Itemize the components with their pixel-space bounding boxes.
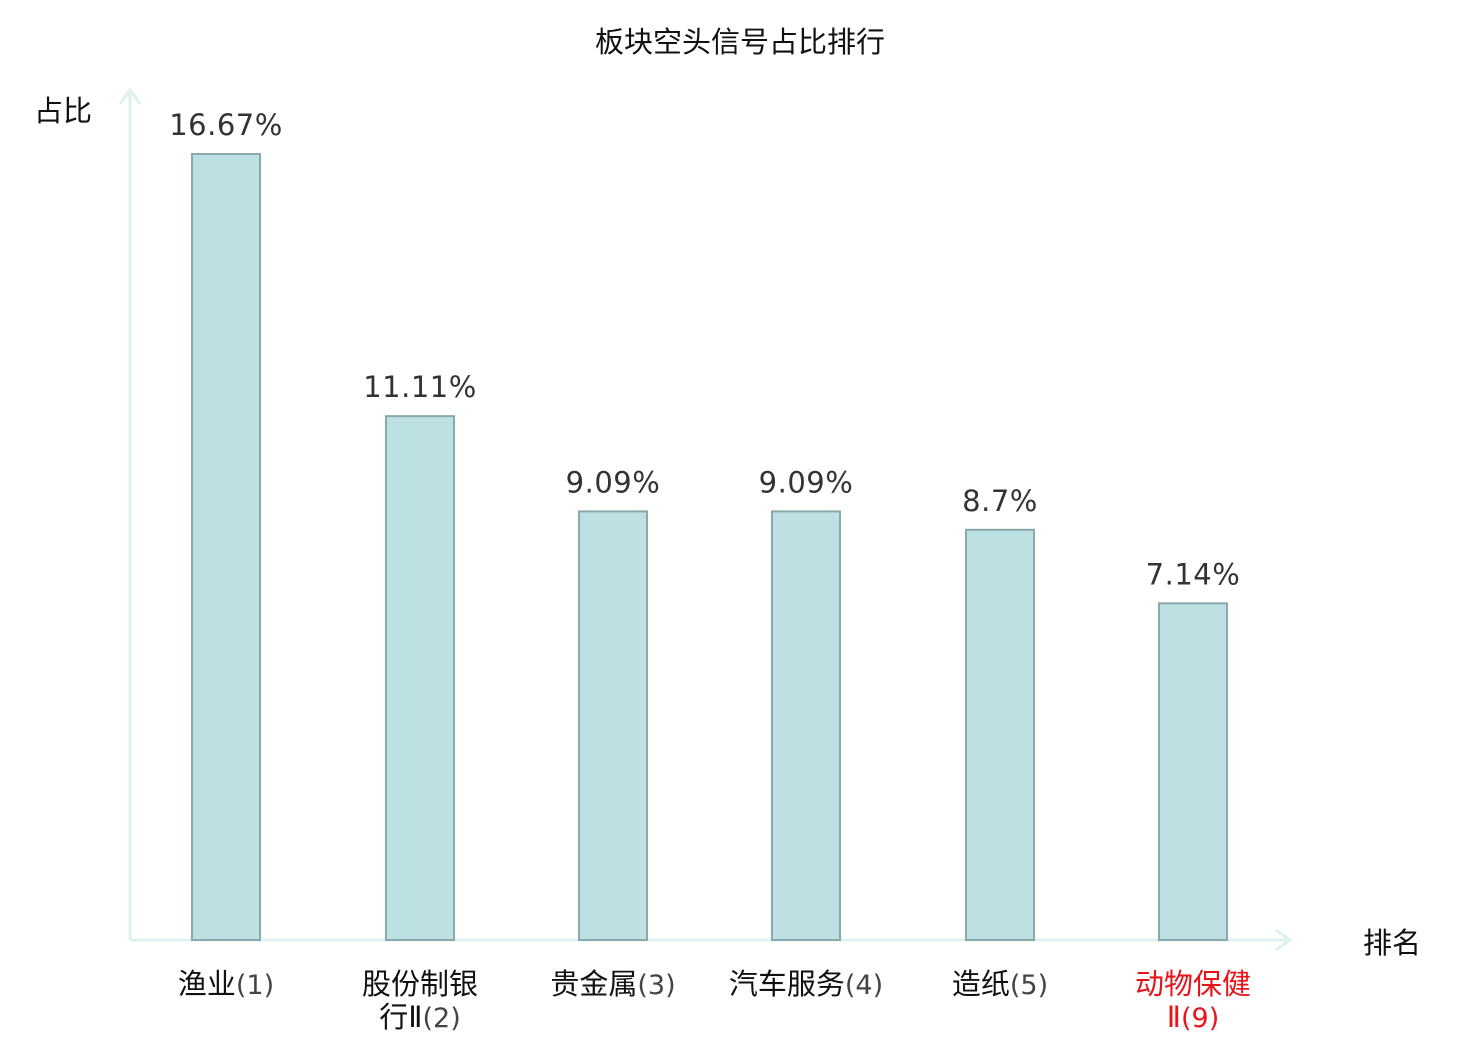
bar-value-label: 16.67% (169, 108, 283, 142)
bar (385, 415, 455, 941)
bar-value-label: 8.7% (962, 484, 1038, 518)
x-axis-arrow (1275, 928, 1293, 952)
bar-value-label: 9.09% (759, 465, 854, 499)
x-tick-label: 贵金属(3) (550, 967, 675, 1001)
bars (191, 153, 1228, 941)
x-tick-label: Ⅱ(9) (1167, 1000, 1220, 1034)
x-axis-label: 排名 (1363, 926, 1421, 960)
axes (118, 87, 1293, 952)
x-tick-label: 动物保健 (1135, 967, 1251, 1001)
bar (191, 153, 261, 941)
bar (965, 528, 1035, 941)
x-tick-rank: (1) (236, 970, 274, 1001)
y-axis-arrow (118, 87, 142, 105)
x-tick-label: 股份制银 (362, 967, 478, 1001)
bar-value-label: 9.09% (566, 465, 661, 499)
x-tick-rank: (2) (423, 1003, 461, 1034)
bar-value-label: 7.14% (1146, 557, 1241, 591)
x-tick-rank: (9) (1181, 1003, 1219, 1034)
bar (771, 510, 841, 941)
x-tick-label: 造纸(5) (952, 967, 1048, 1001)
y-axis-label: 占比 (34, 94, 92, 128)
bar-value-label: 11.11% (363, 370, 477, 404)
x-tick-label: 渔业(1) (178, 967, 274, 1001)
bar (578, 510, 648, 941)
x-tick-rank: (3) (637, 970, 675, 1001)
x-tick-label: 汽车服务(4) (729, 967, 883, 1001)
value-labels: 16.67% 11.11% 9.09% 9.09% 8.7% 7.14% (169, 108, 1240, 591)
x-tick-rank: (4) (845, 970, 883, 1001)
bar (1158, 602, 1228, 941)
x-tick-rank: (5) (1010, 970, 1048, 1001)
chart-title: 板块空头信号占比排行 (595, 25, 885, 59)
x-tick-label: 行Ⅱ(2) (379, 1000, 461, 1034)
